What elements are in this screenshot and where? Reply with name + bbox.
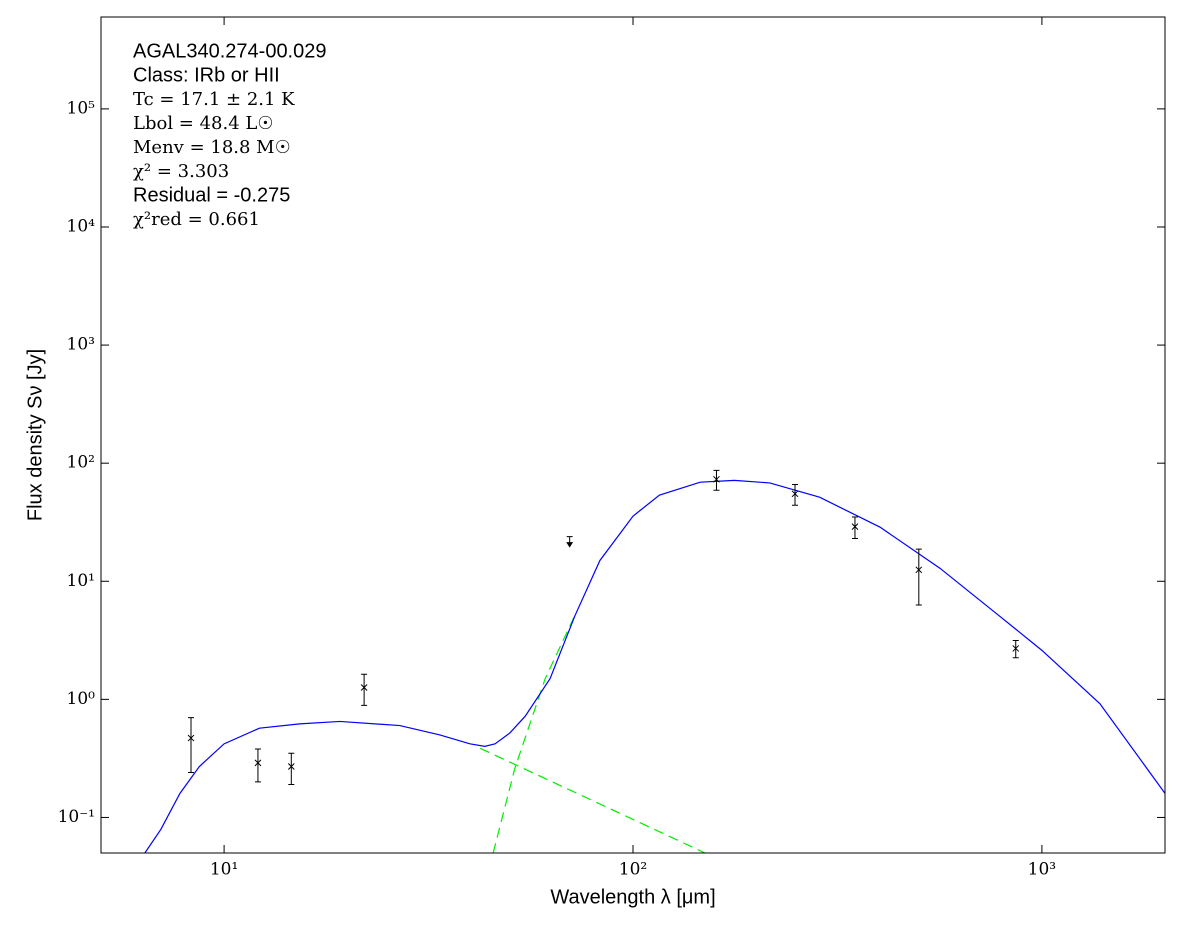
x-tick-label: 10¹ [210, 860, 238, 880]
error-bar [1012, 640, 1019, 659]
y-tick-label: 10² [67, 453, 95, 473]
y-tick-label: 10⁰ [67, 689, 96, 709]
annotation: χ²red = 0.661 [133, 209, 260, 230]
data-point [187, 734, 195, 742]
error-bar [851, 516, 858, 540]
plot-area [144, 469, 1165, 853]
annotation: Residual = -0.275 [133, 184, 290, 206]
annotation: χ² = 3.303 [133, 161, 229, 182]
error-bar [254, 748, 261, 783]
x-tick-label: 10² [619, 860, 647, 880]
annotation: Menv = 18.8 M☉ [133, 137, 291, 158]
annotation: Lbol = 48.4 L☉ [133, 113, 273, 134]
data-point [791, 490, 799, 498]
annotation: Tc = 17.1 ± 2.1 K [133, 89, 295, 110]
data-point [713, 475, 720, 483]
y-tick-label: 10⁻¹ [58, 807, 95, 827]
data-point [851, 523, 859, 531]
annotation: AGAL340.274-00.029 [133, 40, 327, 62]
x-tick-label: 10³ [1028, 860, 1056, 880]
y-tick-label: 10³ [67, 335, 95, 355]
upper-limit [566, 536, 574, 548]
error-bar [915, 548, 922, 606]
error-bar [361, 673, 368, 706]
y-tick-label: 10⁵ [67, 98, 96, 118]
error-bar [288, 752, 295, 786]
y-tick-label: 10⁴ [67, 216, 96, 236]
y-axis-label: Flux density Sν [Jy] [24, 349, 46, 521]
model-line [144, 479, 1165, 853]
data-point [360, 684, 368, 691]
data-point [287, 763, 295, 770]
annotation: Class: IRb or HII [133, 64, 280, 86]
data-point [1012, 645, 1020, 652]
y-tick-label: 10¹ [67, 571, 95, 591]
model-line [479, 747, 706, 853]
data-point [915, 566, 923, 574]
error-bar [792, 483, 799, 506]
error-bar [713, 469, 720, 491]
data-point [254, 759, 262, 767]
model-line [492, 615, 576, 853]
x-axis-label: Wavelength λ [μm] [550, 886, 715, 908]
error-bar [188, 717, 195, 774]
